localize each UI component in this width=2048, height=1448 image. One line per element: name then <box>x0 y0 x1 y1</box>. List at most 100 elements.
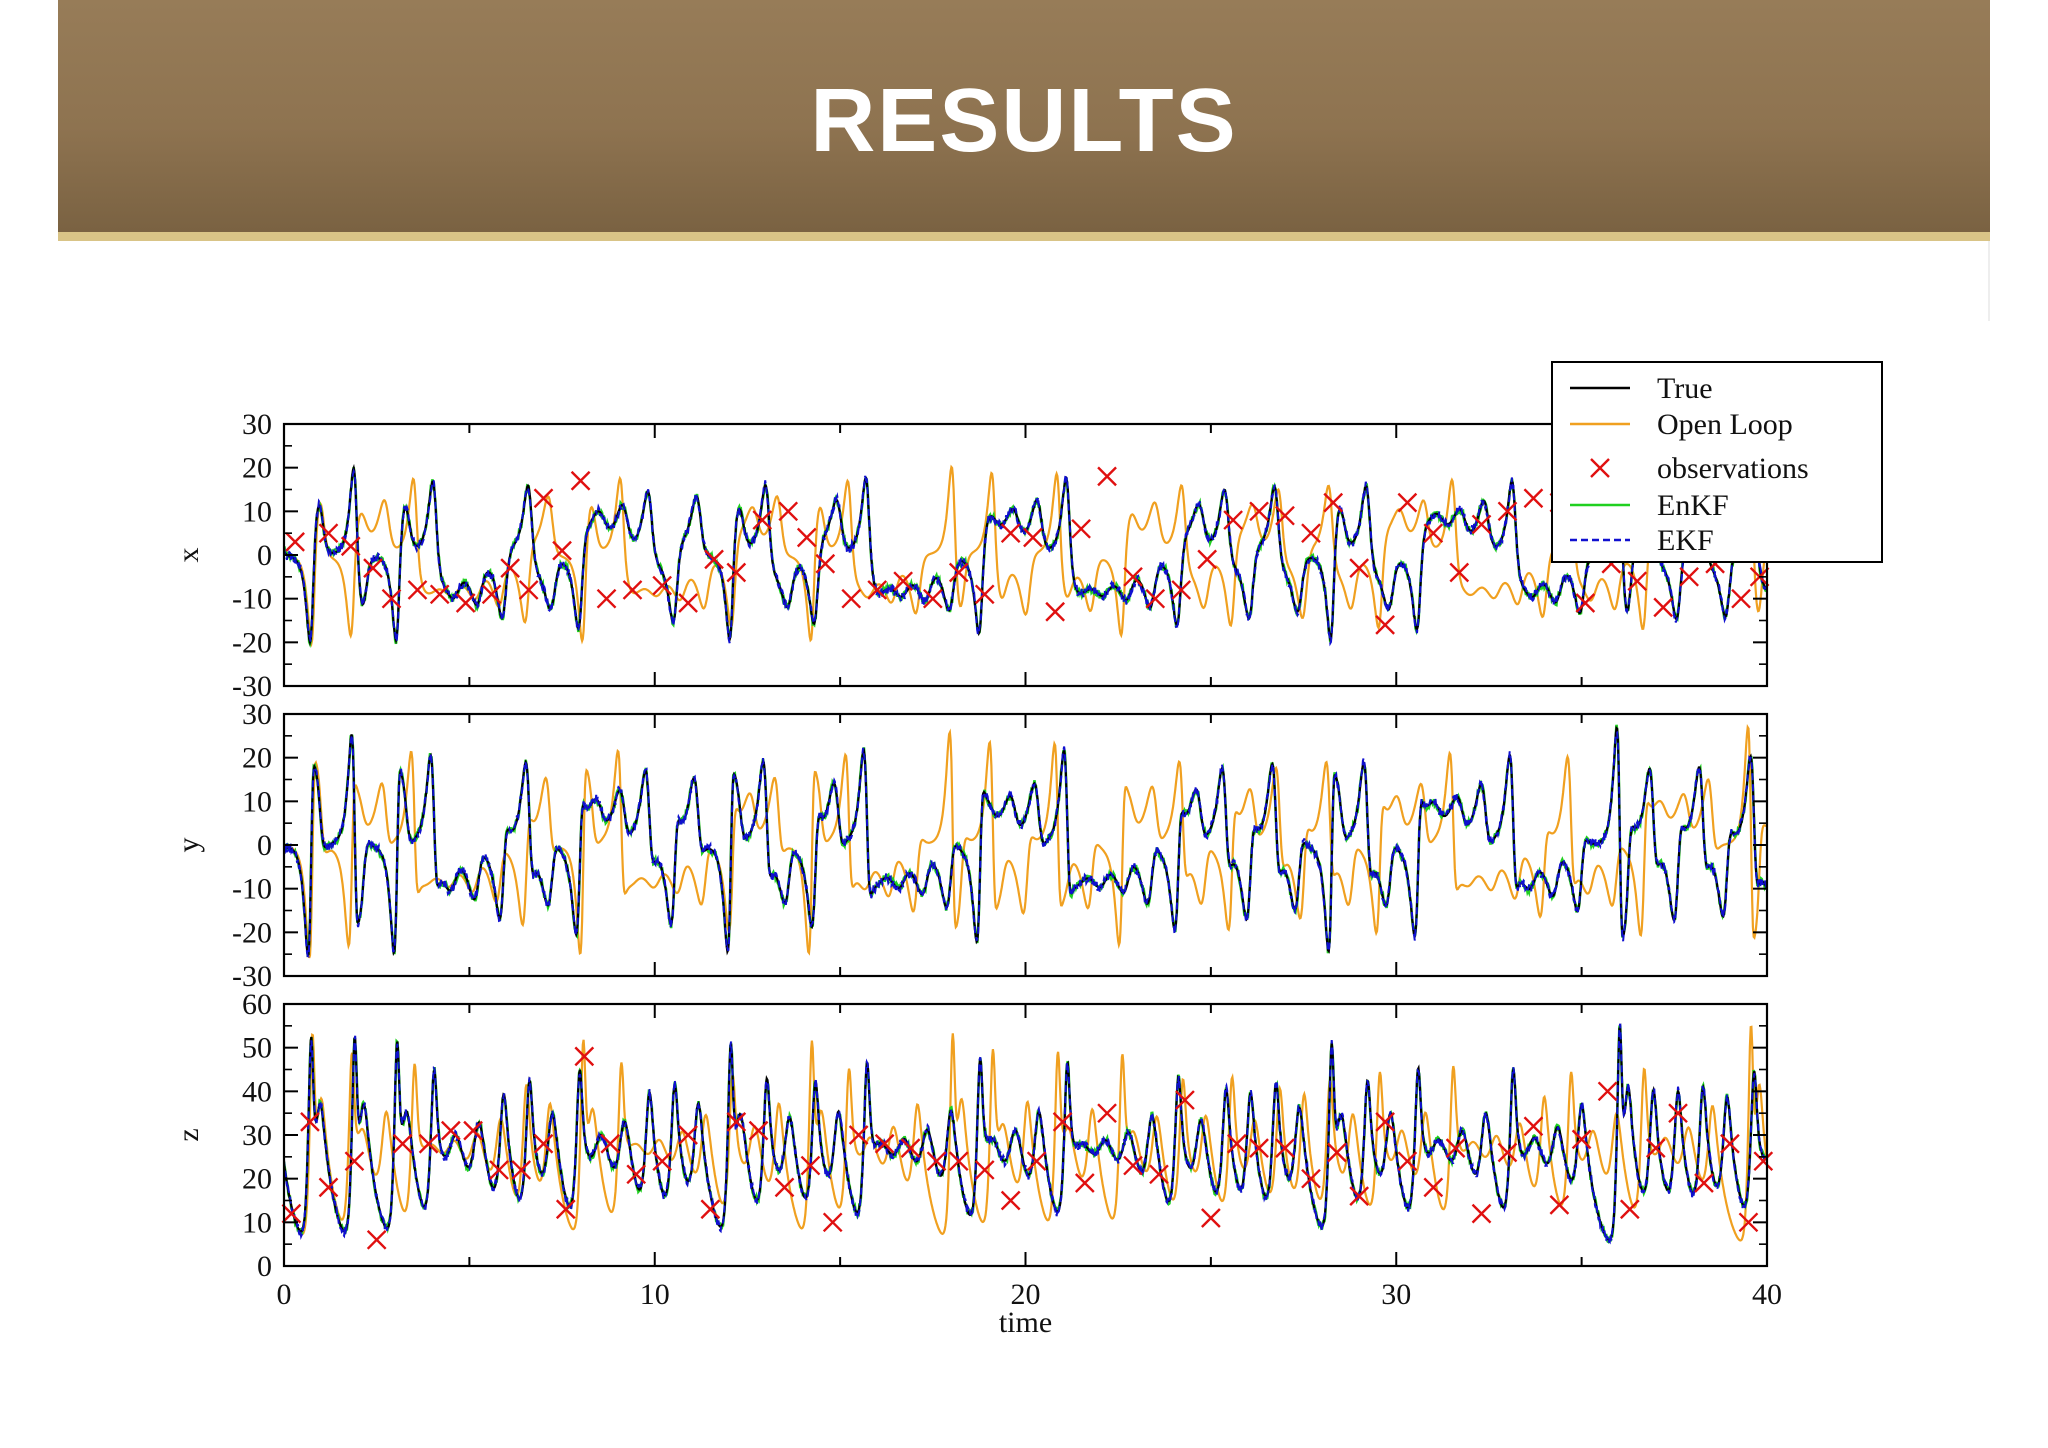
series-line-open-loop <box>284 463 1767 648</box>
observation-marker <box>1175 1090 1195 1110</box>
observation-marker <box>418 1133 439 1154</box>
observation-marker <box>796 527 817 548</box>
observation-marker <box>511 1160 532 1180</box>
y-tick-label: 30 <box>242 408 272 441</box>
observation-marker <box>1571 1129 1592 1150</box>
observation-marker <box>1375 615 1395 635</box>
observation-marker <box>1627 571 1648 592</box>
y-tick-label: 0 <box>257 829 272 862</box>
observation-marker <box>652 1151 673 1172</box>
observation-marker <box>678 593 698 613</box>
y-tick-label: 20 <box>242 452 272 485</box>
series-line-ekf <box>284 465 1767 647</box>
observation-marker <box>1575 593 1596 613</box>
panel-x: 30 20 10 0 -10 -20 -30 x <box>172 408 1770 703</box>
observation-marker <box>344 1151 365 1172</box>
y-tick-label: 20 <box>242 1163 272 1196</box>
observation-marker <box>318 523 339 544</box>
observation-marker <box>948 562 969 583</box>
x-axis-label: time <box>999 1306 1052 1339</box>
observation-marker <box>1097 1103 1117 1124</box>
observation-marker <box>1738 1212 1759 1233</box>
observation-marker <box>570 470 591 491</box>
observation-marker <box>429 584 450 605</box>
observation-marker <box>1694 1173 1714 1193</box>
observation-marker <box>1471 1203 1492 1224</box>
y-tick-label: -30 <box>232 670 272 703</box>
observation-marker <box>533 1133 554 1154</box>
y-tick-label: 60 <box>242 988 272 1021</box>
x-tick-label: 0 <box>277 1278 292 1311</box>
observation-marker <box>555 1199 576 1220</box>
observation-marker <box>800 1155 821 1176</box>
legend-label: EnKF <box>1657 489 1729 522</box>
panel-frame <box>282 422 1769 688</box>
y-tick-label: 10 <box>242 1206 272 1239</box>
x-tick-label: 10 <box>640 1278 670 1311</box>
y-tick-label: 0 <box>257 539 272 572</box>
observation-marker <box>1123 566 1143 587</box>
observation-marker <box>1197 549 1218 570</box>
series-line-ekf <box>284 731 1767 958</box>
observation-marker <box>1097 466 1117 487</box>
observation-marker <box>1668 1103 1688 1124</box>
series-line-enkf <box>284 1024 1767 1244</box>
observation-marker <box>407 580 428 600</box>
observation-marker <box>518 580 539 600</box>
observation-marker <box>1449 562 1470 583</box>
observation-marker <box>1149 1164 1169 1185</box>
observation-marker <box>748 1120 769 1141</box>
series-line-ekf <box>284 1023 1767 1245</box>
y-axis-label: z <box>172 1128 205 1141</box>
observation-marker <box>700 1199 721 1220</box>
observation-marker <box>822 1212 843 1233</box>
observation-marker <box>652 575 673 596</box>
legend-symbol-observations <box>1590 458 1610 478</box>
observation-marker <box>1423 1177 1444 1198</box>
observation-marker <box>774 1177 795 1198</box>
observation-marker <box>1679 566 1699 587</box>
observation-marker <box>704 549 724 570</box>
y-tick-label: -20 <box>232 626 272 659</box>
observation-marker <box>1423 523 1444 544</box>
legend-label: observations <box>1657 452 1809 485</box>
observation-marker <box>1523 488 1544 509</box>
legend-label: True <box>1657 372 1713 405</box>
observation-marker <box>1375 1112 1395 1132</box>
observation-marker <box>1397 492 1418 513</box>
observation-marker <box>1349 1186 1370 1206</box>
y-tick-label: 10 <box>242 785 272 818</box>
observation-marker <box>1145 588 1166 609</box>
observation-marker <box>1753 1151 1774 1172</box>
observation-marker <box>778 501 799 522</box>
series-line-true <box>284 1023 1767 1241</box>
observation-marker <box>574 1046 595 1067</box>
y-tick-label: -20 <box>232 916 272 949</box>
legend-label: EKF <box>1657 524 1714 557</box>
observation-marker <box>1731 588 1751 609</box>
observation-marker <box>848 1125 869 1145</box>
observation-marker <box>1249 501 1269 522</box>
observation-marker <box>867 580 888 600</box>
observation-marker <box>1327 1142 1347 1163</box>
observation-marker <box>1275 1138 1295 1158</box>
observation-marker <box>1497 1142 1518 1163</box>
observation-marker <box>1523 1116 1544 1137</box>
observation-marker <box>1074 1173 1095 1193</box>
observation-marker <box>874 1133 895 1154</box>
observation-marker <box>318 1177 339 1198</box>
observation-marker <box>1349 558 1370 578</box>
panel-y: 30 20 10 0 -10 -20 -30 y <box>172 698 1769 993</box>
y-tick-label: 30 <box>242 698 272 731</box>
observation-marker <box>1653 597 1674 618</box>
observation-marker <box>1249 1138 1269 1158</box>
observation-marker <box>600 1133 621 1154</box>
observation-marker <box>285 532 305 552</box>
observation-marker <box>974 584 995 605</box>
y-axis-label: y <box>172 838 205 853</box>
title-banner <box>58 0 1990 232</box>
observation-marker <box>489 1160 509 1180</box>
observation-marker <box>841 588 862 609</box>
observation-marker <box>726 562 747 583</box>
legend-label: Open Loop <box>1657 408 1793 441</box>
